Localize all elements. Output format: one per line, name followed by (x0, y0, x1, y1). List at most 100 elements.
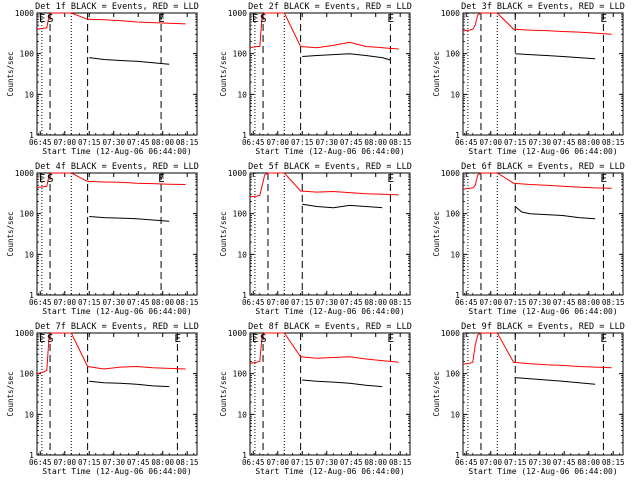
x-tick-label: 06:45 (29, 138, 52, 147)
x-tick-label: 07:45 (340, 298, 363, 307)
x-tick-label: 07:00 (479, 298, 502, 307)
event-marker-label: E (387, 332, 394, 345)
event-marker-label: S (260, 12, 267, 25)
x-axis-label: Start Time (12-Aug-06 06:44:00) (255, 307, 404, 316)
x-tick-label: 07:15 (78, 458, 101, 467)
x-tick-label: 07:30 (528, 458, 551, 467)
y-tick-label: 1 (455, 451, 460, 460)
plot-frame (249, 12, 411, 136)
detector-panel: Det 3f BLACK = Events, RED = LLD 1 10 100 10… (432, 2, 625, 156)
event-marker-label: E (39, 172, 46, 185)
x-tick-label: 07:30 (102, 298, 125, 307)
x-tick-label: 07:00 (479, 138, 502, 147)
x-tick-label: 07:30 (102, 138, 125, 147)
y-tick-label: 10 (237, 90, 247, 99)
events-series-line (515, 53, 596, 60)
event-marker-label: E (252, 332, 259, 345)
y-axis-label: Counts/sec (6, 371, 15, 416)
y-axis-label: Counts/sec (6, 211, 15, 256)
events-series-line (89, 380, 170, 388)
x-axis-label: Start Time (12-Aug-06 06:44:00) (42, 147, 191, 156)
y-tick-label: 10 (237, 410, 247, 419)
detector-panel: Det 2f BLACK = Events, RED = LLD 1 10 100 10… (219, 2, 412, 156)
y-tick-label: 10 (450, 90, 460, 99)
panel-title: Det 9f BLACK = Events, RED = LLD (461, 322, 625, 332)
x-tick-label: 07:30 (315, 138, 338, 147)
x-tick-label: 07:45 (127, 298, 150, 307)
detector-panel: Det 1f BLACK = Events, RED = LLD 1 10 100 10… (6, 2, 199, 156)
x-tick-label: 08:00 (364, 298, 387, 307)
y-tick-label: 1 (455, 291, 460, 300)
x-tick-label: 08:00 (364, 138, 387, 147)
lld-series-line (36, 332, 186, 375)
events-series-line (89, 57, 170, 65)
events-series-line (302, 203, 383, 209)
lld-series-line (249, 172, 399, 198)
x-tick-label: 07:45 (127, 138, 150, 147)
x-tick-label: 06:45 (29, 298, 52, 307)
event-marker-label: S (47, 332, 54, 345)
x-tick-label: 07:15 (78, 138, 101, 147)
x-tick-label: 07:00 (53, 138, 76, 147)
y-tick-label: 10 (450, 410, 460, 419)
event-marker-label: E (39, 12, 46, 25)
y-tick-label: 10 (24, 410, 34, 419)
x-tick-label: 07:30 (315, 458, 338, 467)
y-tick-label: 10 (24, 250, 34, 259)
x-tick-label: 08:00 (151, 298, 174, 307)
x-tick-label: 07:00 (53, 458, 76, 467)
x-tick-label: 07:15 (291, 458, 314, 467)
detector-panel: Det 4f BLACK = Events, RED = LLD 1 10 100 10… (6, 162, 199, 316)
panel-title: Det 2f BLACK = Events, RED = LLD (248, 2, 412, 12)
x-tick-label: 08:00 (151, 138, 174, 147)
event-marker-label: S (260, 332, 267, 345)
lld-series-line (36, 172, 186, 188)
lld-series-line (462, 12, 612, 35)
y-axis-label: Counts/sec (432, 211, 441, 256)
y-tick-label: 1000 (228, 329, 247, 338)
event-marker-label: E (387, 172, 394, 185)
plot-frame (36, 12, 198, 136)
event-marker-label: E (387, 12, 394, 25)
y-tick-label: 100 (20, 210, 35, 219)
y-tick-label: 1000 (441, 329, 460, 338)
plot-frame (462, 332, 624, 456)
event-marker-label: E (252, 12, 259, 25)
x-tick-label: 08:15 (602, 458, 625, 467)
x-tick-label: 07:45 (553, 298, 576, 307)
detector-panel: Det 5f BLACK = Events, RED = LLD 1 10 100 10… (219, 162, 412, 316)
x-tick-label: 07:45 (127, 458, 150, 467)
x-tick-label: 08:15 (176, 138, 199, 147)
x-tick-label: 06:45 (242, 458, 265, 467)
x-tick-label: 07:45 (340, 458, 363, 467)
y-tick-label: 1000 (441, 169, 460, 178)
y-axis-label: Counts/sec (219, 371, 228, 416)
x-tick-label: 07:00 (266, 458, 289, 467)
panel-title: Det 1f BLACK = Events, RED = LLD (35, 2, 199, 12)
plot-frame (36, 332, 198, 456)
y-axis-label: Counts/sec (219, 211, 228, 256)
x-tick-label: 07:00 (266, 298, 289, 307)
event-marker-label: E (600, 172, 607, 185)
plot-frame (462, 12, 624, 136)
y-axis-label: Counts/sec (432, 371, 441, 416)
detector-panel: Det 7f BLACK = Events, RED = LLD 1 10 100 10… (6, 322, 199, 476)
x-tick-label: 08:15 (602, 138, 625, 147)
x-tick-label: 08:00 (364, 458, 387, 467)
x-tick-label: 06:45 (242, 298, 265, 307)
y-tick-label: 1000 (15, 329, 34, 338)
x-tick-label: 07:30 (528, 298, 551, 307)
y-tick-label: 100 (20, 50, 35, 59)
panel-title: Det 5f BLACK = Events, RED = LLD (248, 162, 412, 172)
y-tick-label: 1 (242, 451, 247, 460)
x-axis-label: Start Time (12-Aug-06 06:44:00) (468, 147, 617, 156)
y-tick-label: 100 (446, 50, 461, 59)
x-axis-label: Start Time (12-Aug-06 06:44:00) (468, 467, 617, 476)
x-tick-label: 07:15 (291, 138, 314, 147)
y-tick-label: 100 (233, 370, 248, 379)
y-tick-label: 100 (20, 370, 35, 379)
lld-series-line (462, 332, 612, 369)
x-tick-label: 08:00 (577, 298, 600, 307)
x-axis-label: Start Time (12-Aug-06 06:44:00) (42, 467, 191, 476)
